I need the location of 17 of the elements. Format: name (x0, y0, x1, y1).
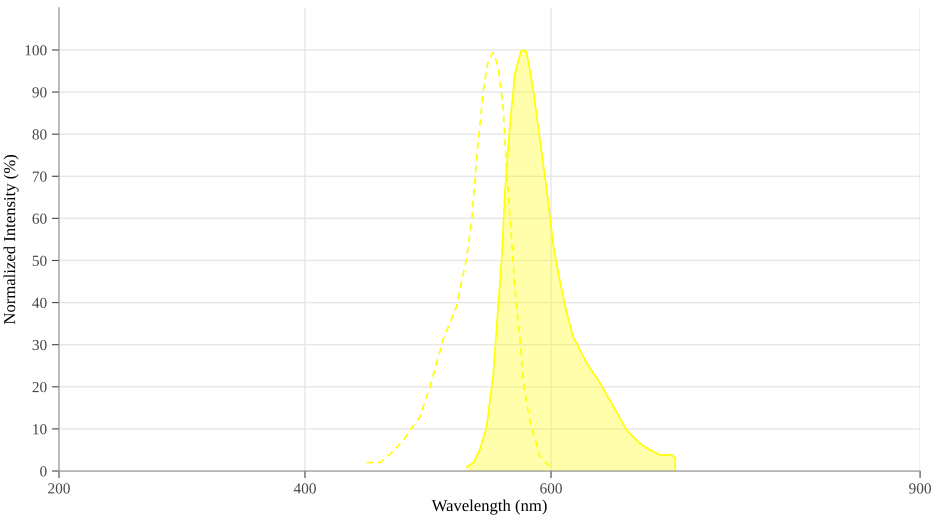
y-tick-label: 30 (32, 340, 47, 350)
x-tick-label: 200 (48, 483, 70, 494)
x-tick-label: 400 (294, 483, 316, 494)
y-tick-label: 10 (33, 424, 47, 434)
y-axis-title: Normalized Intensity (%) (4, 155, 19, 324)
y-tick-label: 0 (40, 466, 47, 476)
y-tick-label: 70 (32, 171, 47, 182)
x-tick-label: 600 (540, 483, 562, 494)
y-tick-label: 50 (32, 256, 47, 266)
x-axis-title: Wavelength (nm) (432, 499, 547, 515)
y-tick-label: 20 (32, 382, 47, 392)
y-tick-label: 90 (32, 87, 47, 98)
y-tick-label: 60 (32, 214, 47, 224)
y-tick-label: 80 (32, 129, 47, 140)
y-tick-label: 100 (26, 45, 47, 56)
x-tick-label: 900 (909, 483, 931, 494)
y-tick-label: 40 (32, 298, 47, 308)
